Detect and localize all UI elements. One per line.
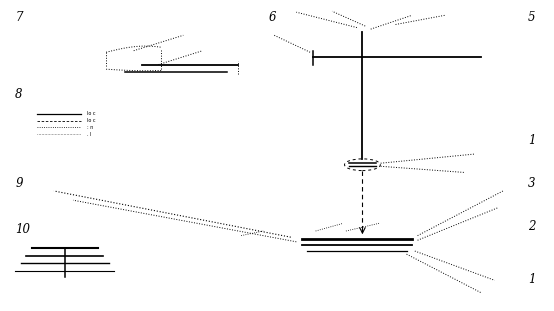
Text: 3: 3: [528, 177, 535, 190]
Text: 8: 8: [15, 88, 23, 101]
Text: . l: . l: [87, 132, 91, 137]
Text: 5: 5: [528, 11, 535, 24]
Text: 1: 1: [528, 273, 535, 285]
Text: 10: 10: [15, 223, 30, 236]
Text: 2: 2: [528, 220, 535, 233]
Text: lo c: lo c: [87, 111, 95, 116]
Text: 7: 7: [15, 11, 23, 24]
Text: 1: 1: [528, 134, 535, 147]
Text: 6: 6: [269, 11, 276, 24]
Text: lo c: lo c: [87, 118, 95, 123]
Text: 9: 9: [15, 177, 23, 190]
Text: : n: : n: [87, 125, 93, 130]
